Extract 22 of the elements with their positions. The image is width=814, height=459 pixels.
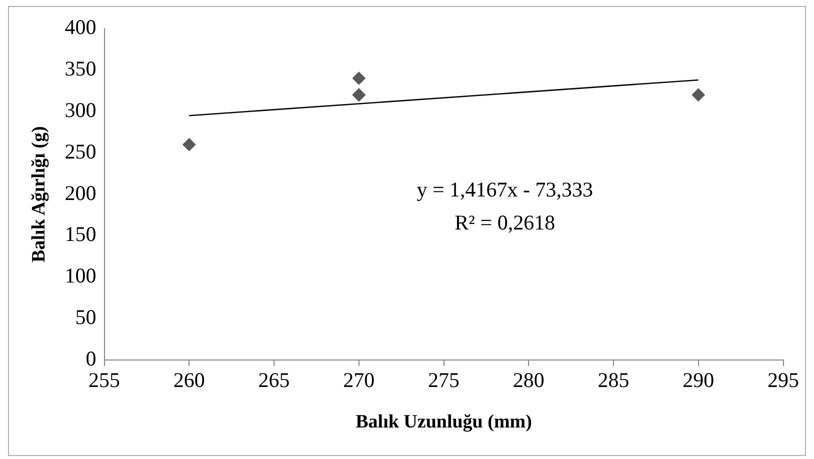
y-tick-label: 150 <box>64 222 96 246</box>
y-tick-label: 250 <box>64 139 96 164</box>
y-tick-label: 350 <box>64 56 96 81</box>
y-tick-label: 200 <box>64 180 96 205</box>
x-tick-label: 290 <box>682 368 714 392</box>
y-tick-label: 50 <box>75 305 96 330</box>
x-tick-label: 285 <box>598 368 630 392</box>
x-tick-label: 280 <box>512 368 544 392</box>
x-tick-label: 265 <box>258 368 290 392</box>
x-tick-label: 275 <box>428 368 460 392</box>
y-tick-label: 0 <box>86 346 96 371</box>
annotation: y = 1,4167x - 73,333 <box>416 178 594 202</box>
y-tick-label: 300 <box>64 98 96 122</box>
x-tick-label: 270 <box>343 368 375 392</box>
x-tick-label: 255 <box>88 368 120 392</box>
x-tick-label: 260 <box>173 368 205 392</box>
y-axis-title: Balık Ağırlığı (g) <box>28 126 50 262</box>
annotation: R² = 0,2618 <box>454 210 556 234</box>
x-tick-label: 295 <box>768 368 799 392</box>
y-tick-label: 400 <box>64 15 96 40</box>
y-tick-label: 100 <box>64 264 96 288</box>
x-axis-title: Balık Uzunluğu (mm) <box>356 412 532 433</box>
